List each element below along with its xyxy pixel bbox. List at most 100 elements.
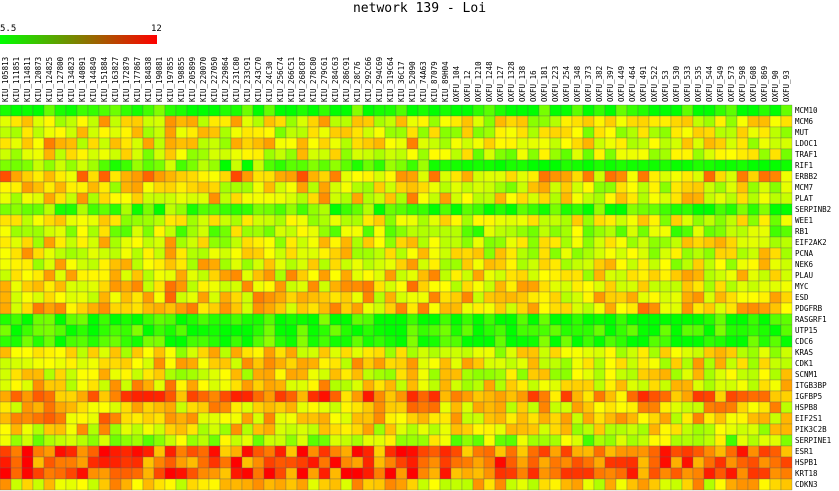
heatmap-cell	[681, 137, 694, 150]
heatmap-cell	[714, 236, 727, 249]
heatmap-cell	[318, 368, 331, 381]
heatmap-cell	[109, 181, 122, 194]
heatmap-cell	[406, 247, 419, 260]
heatmap-cell	[329, 401, 342, 414]
heatmap-cell	[395, 258, 408, 271]
heatmap-cell	[296, 423, 309, 436]
heatmap-cell	[758, 104, 771, 117]
heatmap-cell	[230, 390, 243, 403]
heatmap-cell	[32, 335, 45, 348]
heatmap-cell	[758, 225, 771, 238]
heatmap-cell	[439, 423, 452, 436]
row-label: MCM6	[795, 117, 814, 126]
heatmap-cell	[131, 258, 144, 271]
heatmap-cell	[384, 401, 397, 414]
heatmap-cell	[219, 104, 232, 117]
heatmap-cell	[208, 203, 221, 216]
heatmap-cell	[604, 401, 617, 414]
heatmap-cell	[87, 236, 100, 249]
heatmap-cell	[252, 203, 265, 216]
heatmap-cell	[626, 368, 639, 381]
heatmap-cell	[769, 324, 782, 337]
heatmap-cell	[714, 324, 727, 337]
heatmap-cell	[351, 137, 364, 150]
heatmap-cell	[164, 313, 177, 326]
heatmap-cell	[164, 247, 177, 260]
heatmap-cell	[758, 478, 771, 491]
heatmap-cell	[131, 390, 144, 403]
heatmap-cell	[285, 302, 298, 315]
heatmap-cell	[593, 291, 606, 304]
heatmap-cell	[428, 478, 441, 491]
column-label: OXFU_127	[496, 66, 505, 102]
heatmap-cell	[769, 445, 782, 458]
heatmap-cell	[164, 445, 177, 458]
heatmap-cell	[648, 357, 661, 370]
heatmap-cell	[450, 115, 463, 128]
heatmap-cell	[10, 170, 23, 183]
heatmap-cell	[604, 192, 617, 205]
heatmap-cell	[494, 324, 507, 337]
column-label: OXFU_93	[782, 70, 791, 102]
heatmap-cell	[483, 478, 496, 491]
heatmap-cell	[725, 467, 738, 480]
heatmap-cell	[780, 291, 793, 304]
heatmap-cell	[648, 379, 661, 392]
heatmap-cell	[769, 412, 782, 425]
heatmap-cell	[461, 368, 474, 381]
heatmap-cell	[615, 467, 628, 480]
heatmap-cell	[373, 203, 386, 216]
heatmap-cell	[747, 126, 760, 139]
heatmap-cell	[593, 280, 606, 293]
heatmap-cell	[659, 137, 672, 150]
heatmap-cell	[516, 346, 529, 359]
heatmap-cell	[780, 335, 793, 348]
heatmap-cell	[54, 104, 67, 117]
heatmap-cell	[98, 104, 111, 117]
heatmap-cell	[197, 478, 210, 491]
heatmap-cell	[362, 291, 375, 304]
heatmap-cell	[736, 445, 749, 458]
heatmap-cell	[98, 126, 111, 139]
heatmap-cell	[219, 434, 232, 447]
heatmap-cell	[285, 104, 298, 117]
heatmap-cell	[241, 258, 254, 271]
heatmap-cell	[472, 368, 485, 381]
heatmap-cell	[219, 302, 232, 315]
heatmap-cell	[450, 126, 463, 139]
heatmap-cell	[186, 159, 199, 172]
heatmap-cell	[219, 390, 232, 403]
heatmap-cell	[571, 434, 584, 447]
heatmap-cell	[32, 346, 45, 359]
heatmap-cell	[351, 258, 364, 271]
heatmap-cell	[571, 181, 584, 194]
heatmap-cell	[307, 335, 320, 348]
heatmap-cell	[153, 126, 166, 139]
heatmap-cell	[384, 225, 397, 238]
heatmap-cell	[230, 280, 243, 293]
heatmap-cell	[670, 181, 683, 194]
column-label: OXFU_90	[771, 70, 780, 102]
heatmap-cell	[571, 445, 584, 458]
heatmap-cell	[593, 214, 606, 227]
heatmap-cell	[197, 269, 210, 282]
heatmap-cell	[65, 313, 78, 326]
heatmap-cell	[560, 236, 573, 249]
heatmap-cell	[604, 214, 617, 227]
heatmap-cell	[65, 390, 78, 403]
heatmap-cell	[21, 467, 34, 480]
heatmap-cell	[516, 104, 529, 117]
row-label: SERPINB2	[795, 205, 831, 214]
heatmap-cell	[362, 236, 375, 249]
heatmap-cell	[21, 148, 34, 161]
heatmap-cell	[164, 170, 177, 183]
legend-max-label: 12	[151, 24, 162, 34]
heatmap-cell	[516, 423, 529, 436]
column-label: KIU_120873	[34, 57, 43, 102]
heatmap-cell	[714, 357, 727, 370]
heatmap-cell	[527, 104, 540, 117]
heatmap-cell	[65, 346, 78, 359]
heatmap-cell	[549, 357, 562, 370]
heatmap-cell	[142, 434, 155, 447]
heatmap-cell	[76, 214, 89, 227]
